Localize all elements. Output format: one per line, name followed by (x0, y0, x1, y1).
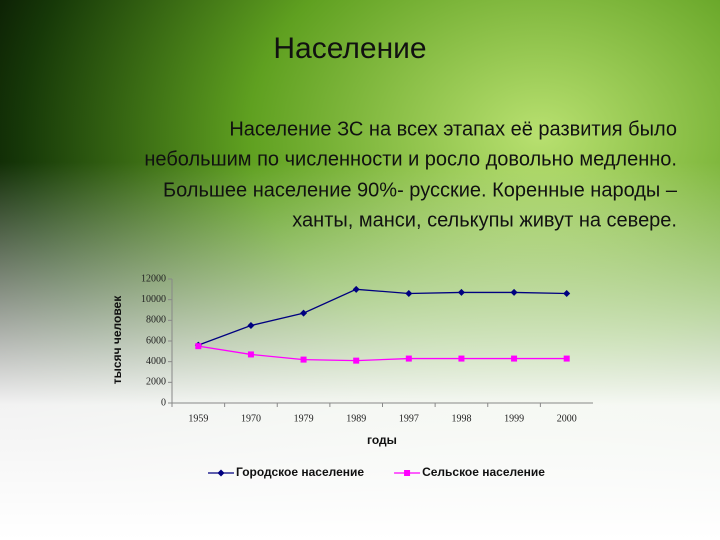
point (352, 285, 360, 293)
x-tick-label: 2000 (557, 413, 577, 424)
point (405, 289, 413, 297)
legend-label: Городское население (236, 465, 364, 479)
y-tick-label: 10000 (141, 294, 166, 305)
text-line: ханты, манси, селькупы живут на севере. (292, 209, 677, 231)
text-line: Большее население 90%- русские. Коренные… (163, 179, 678, 201)
point (247, 322, 255, 329)
legend-label: Сельское население (422, 465, 545, 479)
series-line (198, 288, 567, 346)
point (300, 309, 308, 317)
point (353, 357, 360, 364)
point (510, 288, 518, 296)
x-tick-label: 1979 (294, 413, 314, 424)
x-tick-label: 1970 (241, 413, 261, 424)
y-axis-label: тысяч человек (110, 295, 124, 384)
point (457, 288, 465, 296)
y-tick-label: 2000 (146, 377, 166, 388)
point (511, 355, 518, 362)
x-axis-label: годы (367, 433, 397, 447)
x-tick-label: 1959 (188, 413, 208, 424)
legend-marker (217, 469, 225, 477)
point (195, 343, 202, 350)
y-tick-label: 4000 (146, 356, 166, 367)
point (458, 355, 465, 362)
point (563, 355, 570, 362)
point (300, 356, 307, 363)
point (563, 289, 571, 297)
x-tick-label: 1999 (504, 413, 524, 424)
point (405, 355, 412, 362)
point (247, 351, 254, 358)
slide-title: Население (273, 32, 426, 65)
x-tick-label: 1998 (451, 413, 471, 424)
series-line (198, 345, 567, 362)
y-tick-label: 6000 (146, 335, 166, 346)
text-line: небольшим по численности и росло довольн… (144, 148, 677, 170)
y-tick-label: 8000 (146, 315, 166, 326)
slide-text: Население ЗС на всех этапах её развития … (144, 118, 677, 231)
y-tick-label: 12000 (141, 273, 166, 284)
x-tick-label: 1997 (399, 413, 419, 424)
x-tick-label: 1989 (346, 413, 366, 424)
y-tick-label: 0 (161, 397, 166, 408)
legend-marker (404, 470, 411, 476)
text-line: Население ЗС на всех этапах её развития … (229, 118, 677, 140)
